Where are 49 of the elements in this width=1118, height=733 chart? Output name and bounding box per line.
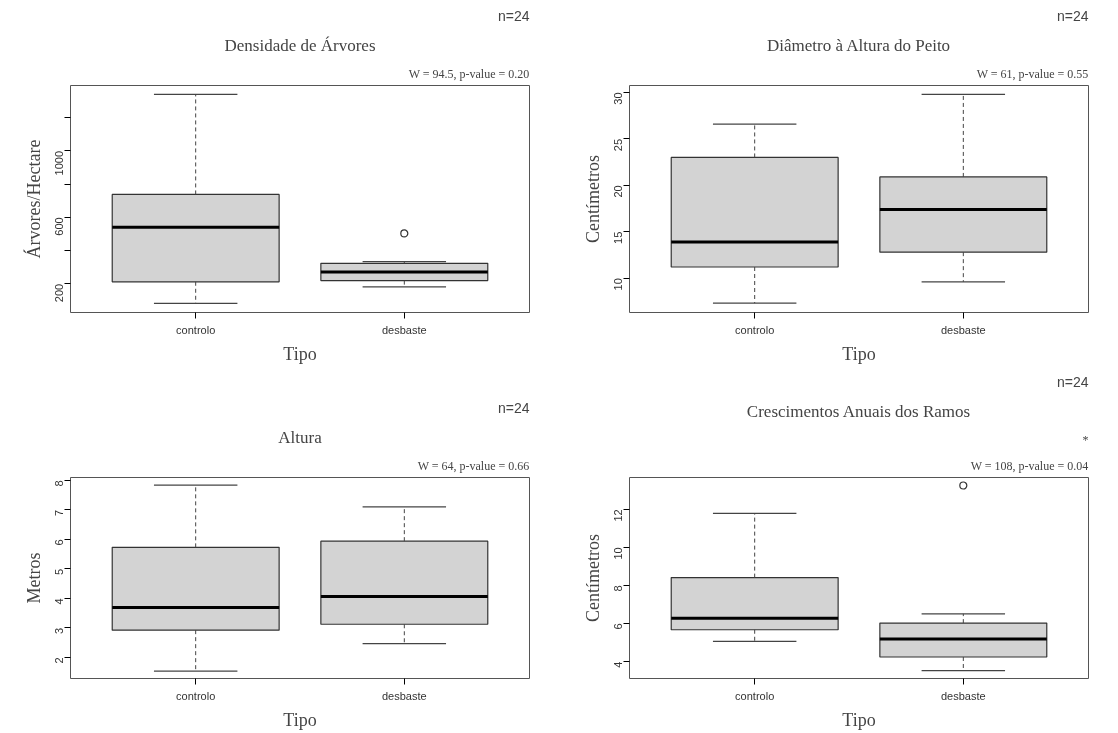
y-tick-label: 1000 bbox=[53, 150, 66, 176]
x-tick-label: controlo bbox=[176, 323, 216, 336]
text: W = 94.5, p-value = 0.20 bbox=[408, 66, 530, 81]
text: W = 61, p-value = 0.55 bbox=[976, 66, 1089, 81]
x-axis-title: Tipo bbox=[842, 709, 876, 730]
y-axis-title: Metros bbox=[23, 552, 44, 604]
text: * bbox=[1082, 432, 1089, 447]
y-tick-label: 30 bbox=[612, 92, 625, 105]
x-axis-title: Tipo bbox=[283, 709, 317, 730]
y-axis-title: Centímetros bbox=[582, 533, 603, 622]
text: n=24 bbox=[1056, 373, 1089, 390]
y-tick-label: 2 bbox=[53, 657, 66, 664]
y-tick-label: 10 bbox=[612, 547, 625, 560]
x-tick-label: desbaste bbox=[941, 323, 986, 336]
text: n=24 bbox=[497, 7, 530, 24]
x-axis-title: Tipo bbox=[842, 343, 876, 364]
text: n=24 bbox=[497, 399, 530, 416]
x-tick-label: controlo bbox=[735, 323, 775, 336]
y-tick-label: 3 bbox=[53, 627, 66, 634]
y-tick-label: 25 bbox=[612, 138, 625, 152]
y-tick-label: 6 bbox=[53, 539, 66, 546]
x-tick-label: desbaste bbox=[941, 689, 986, 702]
chart-title: Densidade de Árvores bbox=[224, 35, 376, 55]
chart-title: Altura bbox=[278, 427, 323, 447]
x-tick-label: controlo bbox=[735, 689, 775, 702]
y-tick-label: 4 bbox=[53, 598, 66, 605]
y-axis-title: Centímetros bbox=[582, 154, 603, 243]
y-tick-label: 12 bbox=[612, 509, 625, 522]
y-tick-label: 8 bbox=[53, 480, 66, 487]
y-tick-label: 20 bbox=[612, 185, 625, 198]
y-tick-label: 6 bbox=[612, 623, 625, 630]
y-tick-label: 8 bbox=[612, 585, 625, 592]
y-tick-label: 7 bbox=[53, 509, 66, 517]
x-tick-label: controlo bbox=[176, 689, 216, 702]
y-tick-label: 5 bbox=[53, 568, 66, 575]
y-tick-label: 10 bbox=[612, 278, 625, 291]
chart-title: Diâmetro à Altura do Peito bbox=[766, 35, 951, 55]
x-tick-label: desbaste bbox=[382, 323, 427, 336]
y-axis-title: Árvores/Hectare bbox=[22, 139, 44, 259]
y-tick-label: 600 bbox=[53, 217, 66, 236]
y-tick-label: 4 bbox=[612, 661, 625, 668]
text: n=24 bbox=[1056, 7, 1089, 24]
x-axis-title: Tipo bbox=[283, 343, 317, 364]
text: W = 108, p-value = 0.04 bbox=[970, 458, 1089, 473]
x-tick-label: desbaste bbox=[382, 689, 427, 702]
text: W = 64, p-value = 0.66 bbox=[417, 458, 530, 473]
chart-title: Crescimentos Anuais dos Ramos bbox=[746, 401, 971, 421]
y-tick-label: 15 bbox=[612, 231, 625, 244]
y-tick-label: 200 bbox=[53, 283, 66, 303]
